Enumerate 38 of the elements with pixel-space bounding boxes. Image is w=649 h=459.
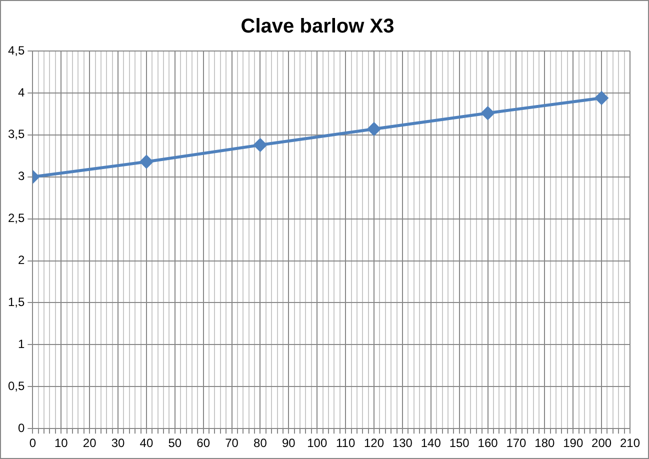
x-tick-label: 170 (506, 436, 527, 450)
y-tick-label: 0 (18, 420, 25, 435)
x-tick-label: 100 (307, 436, 328, 450)
x-tick-label: 150 (449, 436, 470, 450)
chart-title: Clave barlow X3 (240, 16, 394, 38)
x-tick-label: 10 (54, 436, 68, 450)
point (481, 106, 494, 120)
y-tick-label: 3 (18, 169, 25, 184)
point (254, 138, 267, 152)
y-tick-label: 2 (18, 253, 25, 268)
point (140, 155, 153, 168)
x-tick-label: 50 (168, 436, 182, 450)
x-tick-label: 190 (563, 436, 584, 450)
y-tick-label: 1,5 (8, 295, 25, 310)
x-tick-label: 140 (420, 436, 442, 450)
x-tick-label: 200 (592, 436, 612, 450)
y-tick-label: 1 (18, 337, 25, 351)
y-tick-label: 2,5 (8, 211, 25, 226)
y-tick-label: 4,5 (8, 43, 25, 58)
x-tick-label: 30 (111, 436, 126, 450)
x-tick-label: 40 (140, 436, 154, 450)
x-tick-label: 110 (336, 436, 356, 450)
x-tick-label: 120 (364, 436, 384, 450)
x-tick-label: 180 (534, 436, 555, 450)
x-tick-label: 0 (29, 436, 36, 450)
x-tick-label: 130 (392, 436, 413, 450)
y-tick-label: 3,5 (8, 127, 25, 142)
point (595, 91, 608, 104)
x-tick-label: 210 (620, 436, 640, 450)
point (368, 122, 381, 136)
y-tick-label: 4 (18, 85, 25, 100)
x-tick-label: 60 (196, 436, 210, 450)
x-tick-label: 80 (254, 436, 268, 450)
x-tick-label: 90 (282, 436, 296, 450)
x-tick-label: 20 (82, 436, 97, 450)
x-tick-label: 160 (478, 436, 498, 450)
y-tick-label: 0,5 (8, 378, 25, 393)
x-tick-label: 70 (225, 436, 239, 450)
